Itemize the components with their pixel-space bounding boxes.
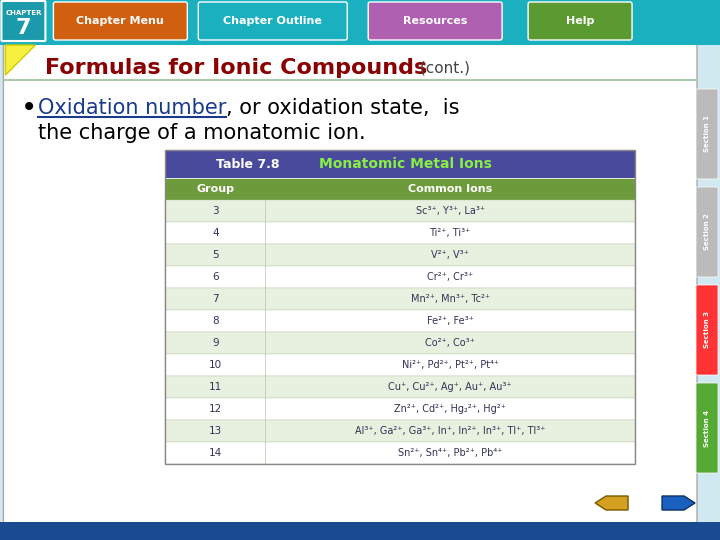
Text: Section 4: Section 4 xyxy=(704,409,710,447)
Text: Group: Group xyxy=(197,184,234,194)
Text: Al³⁺, Ga²⁺, Ga³⁺, In⁺, In²⁺, In³⁺, Tl⁺, Tl³⁺: Al³⁺, Ga²⁺, Ga³⁺, In⁺, In²⁺, In³⁺, Tl⁺, … xyxy=(355,426,546,436)
Text: Co²⁺, Co³⁺: Co²⁺, Co³⁺ xyxy=(426,338,475,348)
Text: Fe²⁺, Fe³⁺: Fe²⁺, Fe³⁺ xyxy=(427,316,474,326)
Text: Chapter Outline: Chapter Outline xyxy=(223,16,323,26)
Bar xyxy=(166,354,635,376)
Text: Chapter Menu: Chapter Menu xyxy=(76,16,164,26)
Text: Cu⁺, Cu²⁺, Ag⁺, Au⁺, Au³⁺: Cu⁺, Cu²⁺, Ag⁺, Au⁺, Au³⁺ xyxy=(388,382,512,392)
FancyBboxPatch shape xyxy=(528,2,632,40)
Text: the charge of a monatomic ion.: the charge of a monatomic ion. xyxy=(38,123,366,143)
Text: Resources: Resources xyxy=(403,16,467,26)
Text: Section 3: Section 3 xyxy=(704,312,710,348)
Bar xyxy=(166,178,635,200)
Text: CHAPTER: CHAPTER xyxy=(5,10,42,16)
Text: 7: 7 xyxy=(212,294,219,304)
Bar xyxy=(166,222,635,244)
Bar xyxy=(166,376,635,398)
Polygon shape xyxy=(6,45,35,75)
Bar xyxy=(166,288,635,310)
Text: (cont.): (cont.) xyxy=(415,60,470,76)
Bar xyxy=(166,310,635,332)
Text: Cr²⁺, Cr³⁺: Cr²⁺, Cr³⁺ xyxy=(427,272,473,282)
Text: 3: 3 xyxy=(212,206,219,216)
FancyArrow shape xyxy=(595,496,628,510)
Bar xyxy=(166,150,635,178)
FancyBboxPatch shape xyxy=(368,2,502,40)
Text: Table 7.8: Table 7.8 xyxy=(215,158,279,171)
Bar xyxy=(166,266,635,288)
Bar xyxy=(166,200,635,222)
FancyBboxPatch shape xyxy=(1,1,45,41)
Text: , or oxidation state,  is: , or oxidation state, is xyxy=(226,98,460,118)
Text: Ti²⁺, Ti³⁺: Ti²⁺, Ti³⁺ xyxy=(429,228,471,238)
Bar xyxy=(166,398,635,420)
Text: Common Ions: Common Ions xyxy=(408,184,492,194)
Text: Formulas for Ionic Compounds: Formulas for Ionic Compounds xyxy=(45,58,428,78)
FancyArrow shape xyxy=(662,496,695,510)
Text: Sn²⁺, Sn⁴⁺, Pb²⁺, Pb⁴⁺: Sn²⁺, Sn⁴⁺, Pb²⁺, Pb⁴⁺ xyxy=(398,448,503,458)
Bar xyxy=(1,522,720,540)
Bar xyxy=(1,0,720,45)
Text: Zn²⁺, Cd²⁺, Hg₂²⁺, Hg²⁺: Zn²⁺, Cd²⁺, Hg₂²⁺, Hg²⁺ xyxy=(395,404,506,414)
FancyBboxPatch shape xyxy=(696,89,718,179)
Text: Oxidation number: Oxidation number xyxy=(38,98,227,118)
Bar xyxy=(166,420,635,442)
Text: Section 2: Section 2 xyxy=(704,213,710,251)
FancyBboxPatch shape xyxy=(53,2,187,40)
Text: Ni²⁺, Pd²⁺, Pt²⁺, Pt⁴⁺: Ni²⁺, Pd²⁺, Pt²⁺, Pt⁴⁺ xyxy=(402,360,499,370)
FancyBboxPatch shape xyxy=(696,383,718,473)
FancyBboxPatch shape xyxy=(4,43,697,537)
Bar xyxy=(166,442,635,464)
Text: 6: 6 xyxy=(212,272,219,282)
Text: 12: 12 xyxy=(209,404,222,414)
Text: Monatomic Metal Ions: Monatomic Metal Ions xyxy=(319,157,492,171)
Text: 8: 8 xyxy=(212,316,219,326)
Text: Sc³⁺, Y³⁺, La³⁺: Sc³⁺, Y³⁺, La³⁺ xyxy=(415,206,485,216)
Text: Section 1: Section 1 xyxy=(704,116,710,152)
Bar xyxy=(166,244,635,266)
Bar xyxy=(166,332,635,354)
Bar xyxy=(166,150,635,464)
Text: Mn²⁺, Mn³⁺, Tc²⁺: Mn²⁺, Mn³⁺, Tc²⁺ xyxy=(410,294,490,304)
Text: 4: 4 xyxy=(212,228,219,238)
FancyBboxPatch shape xyxy=(696,285,718,375)
Text: Help: Help xyxy=(566,16,594,26)
Text: V²⁺, V³⁺: V²⁺, V³⁺ xyxy=(431,250,469,260)
Text: 9: 9 xyxy=(212,338,219,348)
Text: 13: 13 xyxy=(209,426,222,436)
FancyBboxPatch shape xyxy=(198,2,347,40)
Text: •: • xyxy=(20,94,37,122)
Text: 14: 14 xyxy=(209,448,222,458)
Text: 10: 10 xyxy=(209,360,222,370)
Text: 7: 7 xyxy=(16,18,31,38)
Text: 5: 5 xyxy=(212,250,219,260)
FancyBboxPatch shape xyxy=(696,187,718,277)
Text: 11: 11 xyxy=(209,382,222,392)
